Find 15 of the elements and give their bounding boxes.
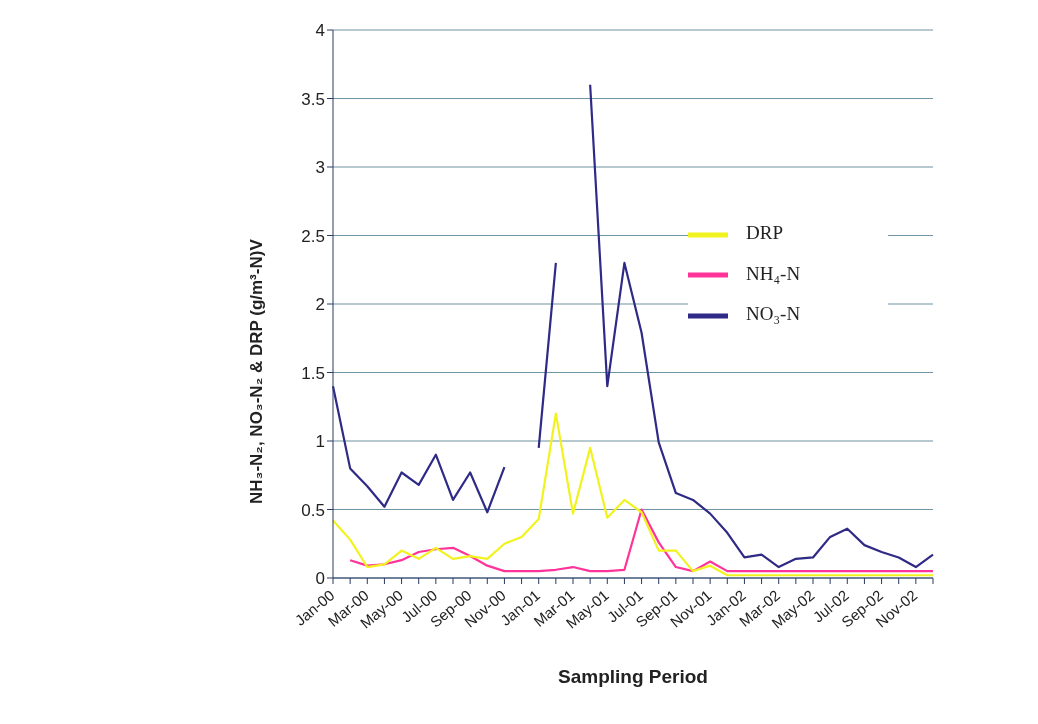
- legend-label: NH₄-N: [746, 262, 801, 284]
- y-tick-label: 1.5: [301, 363, 325, 383]
- y-tick-label: 4: [315, 21, 325, 41]
- y-tick-label: 2.5: [301, 226, 325, 246]
- y-tick-label: 1: [315, 432, 325, 452]
- y-axis-title: NH₃-N₂, NO₃-N₂ & DRP (g/m³-N)V: [247, 238, 267, 504]
- y-tick-label: 2: [315, 295, 325, 315]
- line-series: [349, 508, 935, 573]
- legend-label: DRP: [746, 222, 783, 243]
- y-tick-label: 3.5: [301, 89, 325, 109]
- y-tick-label: 0.5: [301, 500, 325, 520]
- y-tick-label: 3: [315, 158, 325, 178]
- legend-label: NO₃-N: [746, 303, 801, 325]
- y-tick-label: 0: [315, 569, 325, 589]
- x-axis-title: Sampling Period: [558, 666, 708, 687]
